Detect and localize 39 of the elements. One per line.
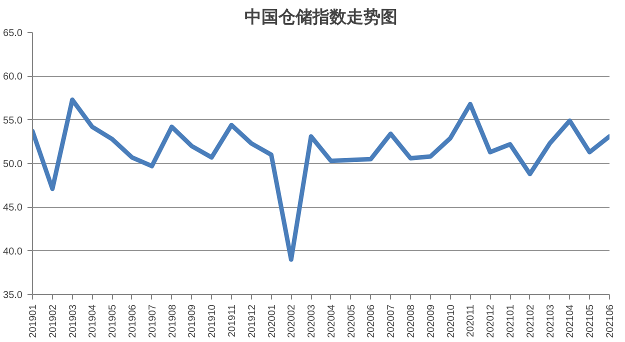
x-tick-label: 202106: [605, 304, 616, 338]
x-tick-label: 202003: [306, 304, 318, 338]
y-tick-label: 65.0: [3, 28, 23, 39]
x-tick-label: 202101: [506, 304, 517, 338]
y-tick-label: 55.0: [3, 115, 23, 126]
x-tick-label: 202009: [426, 304, 437, 338]
x-tick-label: 202008: [406, 304, 418, 338]
x-tick-label: 201906: [127, 304, 138, 338]
x-tick-label: 202004: [326, 304, 338, 338]
x-tick-label: 202006: [366, 304, 378, 338]
x-tick-label: 202001: [266, 304, 278, 338]
y-tick-label: 40.0: [3, 246, 23, 258]
y-tick-label: 60.0: [3, 72, 23, 83]
x-tick-label: 202103: [545, 304, 556, 338]
y-tick-label: 45.0: [3, 202, 23, 214]
x-tick-label: 201903: [68, 304, 79, 338]
x-tick-label: 201912: [246, 304, 258, 338]
x-tick-label: 202104: [565, 304, 576, 338]
x-tick-label: 201902: [48, 304, 59, 338]
x-tick-label: 201907: [147, 304, 158, 338]
x-tick-label: 201910: [207, 304, 218, 338]
x-tick-label: 201911: [226, 304, 238, 338]
x-tick-label: 201905: [108, 304, 119, 338]
x-tick-label: 202102: [525, 304, 536, 338]
x-tick-label: 201908: [167, 304, 178, 338]
x-tick-label: 202007: [386, 304, 398, 338]
x-tick-label: 202011: [466, 304, 477, 338]
x-tick-label: 202105: [585, 304, 596, 338]
line-series: [32, 97, 610, 262]
x-tick-label: 201901: [28, 304, 39, 338]
y-tick-label: 50.0: [3, 159, 23, 170]
x-tick-label: 202010: [446, 304, 457, 338]
x-tick-label: 202002: [286, 304, 298, 338]
chart-title: 中国仓储指数走势图: [244, 8, 398, 28]
y-tick-label: 35.0: [3, 290, 23, 301]
x-tick-label: 202005: [346, 304, 358, 338]
x-tick-label: 202012: [486, 304, 497, 338]
x-tick-label: 201909: [187, 304, 198, 338]
x-tick-label: 201904: [88, 304, 99, 338]
